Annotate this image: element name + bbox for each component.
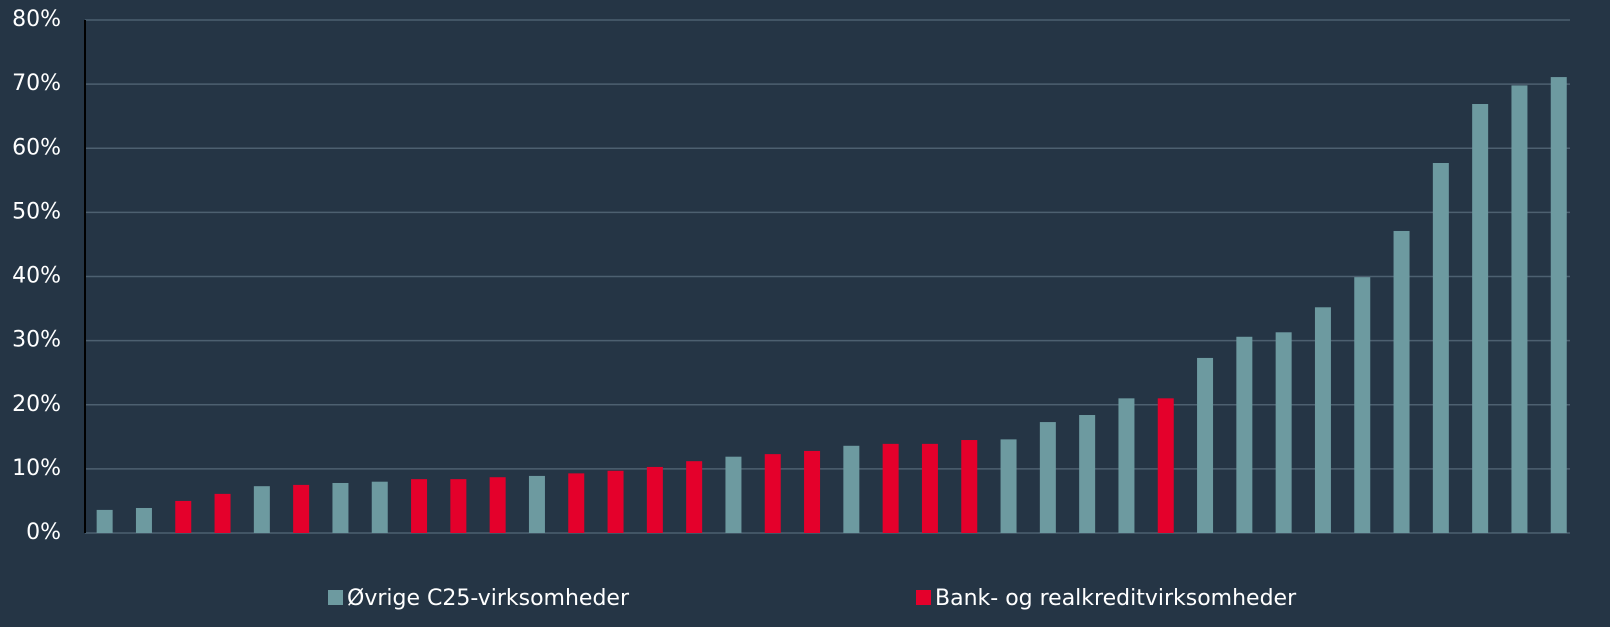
bar (1000, 439, 1017, 533)
bar (214, 493, 231, 533)
bar (568, 473, 585, 533)
y-tick-label: 70% (12, 71, 61, 96)
bar (1354, 277, 1371, 533)
y-tick-label: 60% (12, 135, 61, 160)
bar (293, 484, 310, 533)
bar (1197, 357, 1214, 533)
bar (804, 450, 821, 533)
bar (371, 481, 388, 533)
bar (1550, 77, 1567, 533)
bar (1236, 336, 1253, 533)
bar (686, 461, 703, 533)
bar (1472, 104, 1489, 533)
y-tick-label: 0% (26, 520, 61, 545)
y-tick-label: 40% (12, 264, 61, 289)
bar (1118, 398, 1135, 533)
bar (882, 443, 899, 533)
y-tick-label: 80% (12, 7, 61, 32)
bar (843, 445, 860, 533)
y-tick-label: 30% (12, 328, 61, 353)
bar (764, 454, 781, 533)
bar (961, 440, 978, 533)
legend-label: Bank- og realkreditvirksomheder (935, 586, 1297, 611)
legend-label: Øvrige C25-virksomheder (347, 586, 630, 611)
bar (1275, 332, 1292, 533)
y-tick-label: 50% (12, 199, 61, 224)
bar (1079, 415, 1096, 533)
bar (332, 482, 349, 533)
bar (1393, 230, 1410, 533)
bar (96, 509, 113, 533)
y-tick-label: 10% (12, 456, 61, 481)
bar (1314, 307, 1331, 533)
bar (1432, 162, 1449, 533)
legend-swatch (916, 590, 931, 605)
bar (725, 456, 742, 533)
bar (1039, 422, 1056, 533)
bar (1511, 85, 1528, 533)
bar (528, 475, 545, 533)
y-tick-label: 20% (12, 392, 61, 417)
bar (607, 470, 624, 533)
bar (489, 477, 506, 533)
bar (450, 479, 467, 533)
bar (411, 479, 428, 533)
bar (1157, 398, 1174, 533)
bar (135, 507, 152, 533)
bar (921, 443, 938, 533)
bar (253, 486, 270, 533)
bar (175, 500, 192, 533)
bar (646, 466, 663, 533)
legend-swatch (328, 590, 343, 605)
